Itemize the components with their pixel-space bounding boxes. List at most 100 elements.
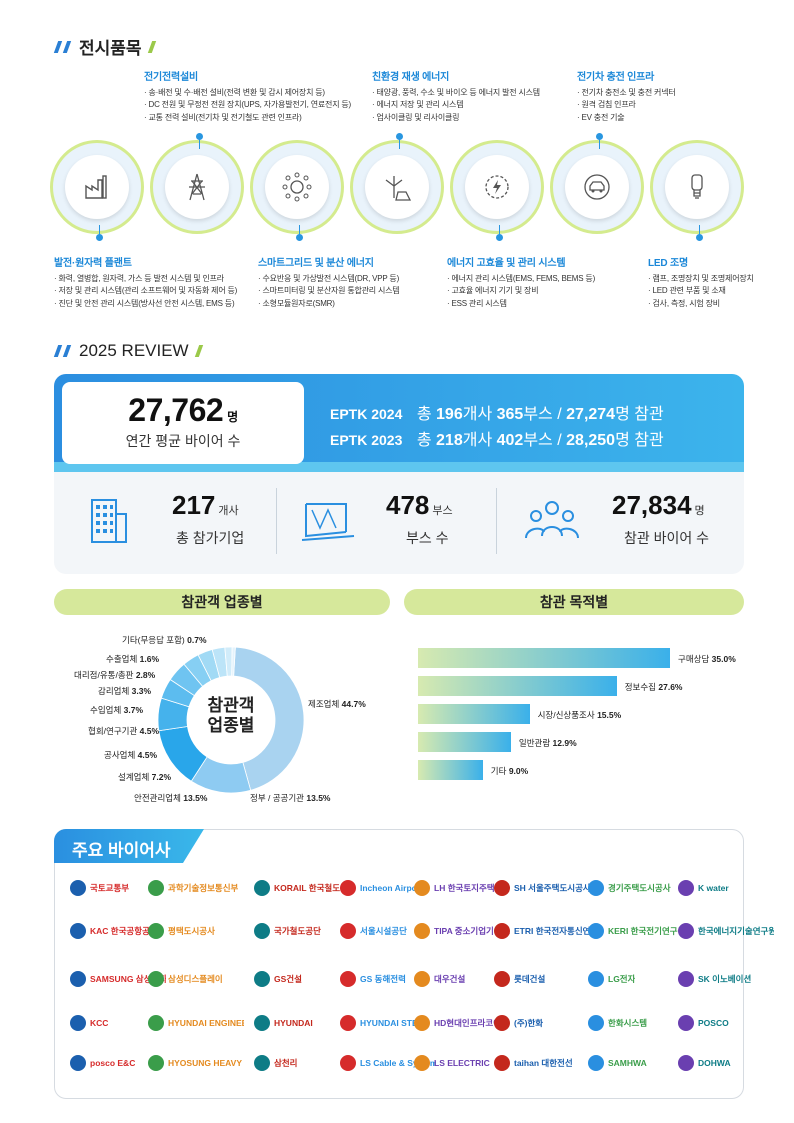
logo-mark-icon: [588, 1015, 604, 1031]
eptk-year: EPTK 2023: [330, 432, 403, 448]
logo-text: 평택도시공사: [168, 926, 215, 936]
logo-text: (주)한화: [514, 1018, 544, 1028]
exhibit-item: DC 전원 및 무정전 전원 장치(UPS, 자가용발전기, 연료전지 등): [144, 99, 364, 112]
logo-mark-icon: [254, 1055, 270, 1071]
logo-mark-icon: [494, 923, 510, 939]
buyer-logo: 서울시설공단: [340, 918, 407, 944]
stat-booths: 478 부스 부스 수: [276, 478, 496, 566]
eptk-sep: /: [557, 406, 562, 423]
logo-mark-icon: [678, 1055, 694, 1071]
eptk-unit: 명 참관: [615, 406, 664, 423]
logo-mark-icon: [588, 880, 604, 896]
logo-mark-icon: [148, 971, 164, 987]
buyer-logo: TIPA 중소기업기술정보진흥원: [414, 918, 510, 944]
logo-mark-icon: [70, 971, 86, 987]
exhibit-title-text: 전시품목: [79, 39, 142, 58]
purpose-bar-label: 일반관람 12.9%: [518, 738, 577, 748]
buyer-logo: LG전자: [588, 966, 635, 992]
logo-text: 한국에너지기술연구원: [698, 926, 774, 936]
smart-circle: [250, 140, 344, 241]
logo-text: KORAIL 한국철도공사: [274, 883, 350, 893]
buyer-logo: 국토교통부: [70, 875, 129, 901]
eptk-prefix: 총: [416, 406, 432, 423]
power-circle: [150, 133, 244, 234]
logo-mark-icon: [588, 1055, 604, 1071]
eptk-2023-line: EPTK 2023 총 218개사 402부스 / 28,250명 참관: [330, 426, 664, 450]
stat-unit: 개사: [218, 505, 239, 517]
donut-slice-label: 정부 / 공공기관 13.5%: [250, 793, 331, 803]
logo-text: SH 서울주택도시공사: [514, 883, 590, 893]
logo-mark-icon: [254, 971, 270, 987]
buyer-logo: SH 서울주택도시공사: [494, 875, 590, 901]
buyer-logo: 삼성디스플레이: [148, 966, 223, 992]
logo-text: SK 이노베이션: [698, 974, 752, 984]
logo-mark-icon: [678, 971, 694, 987]
eptk-unit: 명 참관: [615, 432, 664, 449]
logo-text: HYOSUNG HEAVY INDUSTRIES: [168, 1058, 244, 1068]
logo-mark-icon: [414, 1015, 430, 1031]
logo-text: 대우건설: [434, 974, 466, 984]
logo-text: 롯데건설: [514, 974, 546, 984]
purpose-bar-label: 정보수집 27.6%: [624, 682, 683, 692]
stat-unit: 명: [694, 505, 705, 517]
logo-text: KAC 한국공항공사: [90, 926, 158, 936]
exhibit-item: 교통 전력 설비(전기차 및 전기철도 관련 인프라): [144, 112, 364, 125]
logo-text: LG전자: [608, 974, 636, 984]
stat-label: 부스 수: [406, 530, 449, 546]
buyer-logo: HYOSUNG HEAVY INDUSTRIES: [148, 1050, 244, 1076]
donut-slice-label: 협회/연구기관 4.5%: [88, 726, 160, 736]
logo-text: K water: [698, 883, 729, 893]
avg-buyers-label: 연간 평균 바이어 수: [125, 433, 241, 449]
booth-icon: [301, 503, 355, 541]
exhibit-item: 전기차 충전소 및 충전 커넥터: [577, 87, 747, 100]
buyer-logo: ETRI 한국전자통신연구원: [494, 918, 590, 944]
logo-mark-icon: [414, 923, 430, 939]
purpose-bar: [418, 760, 483, 780]
exhibit-icon-row: [40, 133, 760, 250]
industry-donut: [157, 646, 305, 794]
exhibit-item: 저장 및 관리 시스템(관리 소프트웨어 및 자동화 제어 등): [54, 285, 254, 298]
logo-text: 삼성디스플레이: [168, 974, 223, 984]
buyer-logo: 과학기술정보통신부: [148, 875, 238, 901]
slash-icon: [194, 345, 203, 357]
buyer-logo: HD현대인프라코어: [414, 1010, 501, 1036]
logo-mark-icon: [494, 971, 510, 987]
buyer-logo: HYUNDAI STEEL: [340, 1010, 428, 1036]
exhibit-item: 진단 및 안전 관리 시스템(방사선 안전 시스템, EMS 등): [54, 298, 254, 311]
efficiency-circle: [450, 140, 544, 241]
logo-text: taihan 대한전선: [514, 1058, 573, 1068]
logo-mark-icon: [414, 1055, 430, 1071]
buyer-logo: posco E&C: [70, 1050, 135, 1076]
bulb-icon: [691, 174, 703, 199]
pylon-icon: [189, 173, 205, 201]
logo-text: KERI 한국전기연구원: [608, 926, 684, 936]
avg-buyers-unit: 명: [227, 410, 238, 424]
eptk-unit: 부스: [523, 432, 553, 449]
donut-slice-label: 제조업체 44.7%: [308, 699, 366, 709]
donut-center-line: 참관객: [207, 696, 255, 715]
buyer-logo: 경기주택도시공사: [588, 875, 671, 901]
logo-text: 경기주택도시공사: [608, 883, 671, 893]
buyer-logo: 삼천리: [254, 1050, 297, 1076]
exhibit-item: 업사이클링 및 리사이클링: [372, 112, 562, 125]
eptk-companies: 196: [436, 406, 463, 423]
logo-mark-icon: [414, 880, 430, 896]
stat-unit: 부스: [432, 505, 453, 517]
purpose-bar-label: 기타 9.0%: [490, 766, 529, 776]
buyer-logo: LH 한국토지주택공사: [414, 875, 510, 901]
eptk-year: EPTK 2024: [330, 406, 403, 422]
buyer-logo: SK 이노베이션: [678, 966, 751, 992]
buyer-logo: 대우건설: [414, 966, 465, 992]
ev-circle: [550, 133, 644, 234]
purpose-bar-label: 구매상담 35.0%: [678, 654, 736, 664]
logo-text: LS Cable & System: [360, 1058, 436, 1068]
avg-buyers-card: 27,762 명 연간 평균 바이어 수: [62, 382, 304, 464]
exhibit-item: 검사, 측정, 시험 장비: [648, 298, 768, 311]
buyer-logo: LS Cable & System: [340, 1050, 436, 1076]
purpose-bar: [418, 732, 511, 752]
donut-slice-label: 대리점/유통/총판 2.8%: [74, 670, 156, 680]
logo-mark-icon: [340, 880, 356, 896]
exhibit-item: 원격 검침 인프라: [577, 99, 747, 112]
logo-mark-icon: [148, 1055, 164, 1071]
purpose-bar-label: 시장/신상품조사 15.5%: [537, 710, 622, 720]
